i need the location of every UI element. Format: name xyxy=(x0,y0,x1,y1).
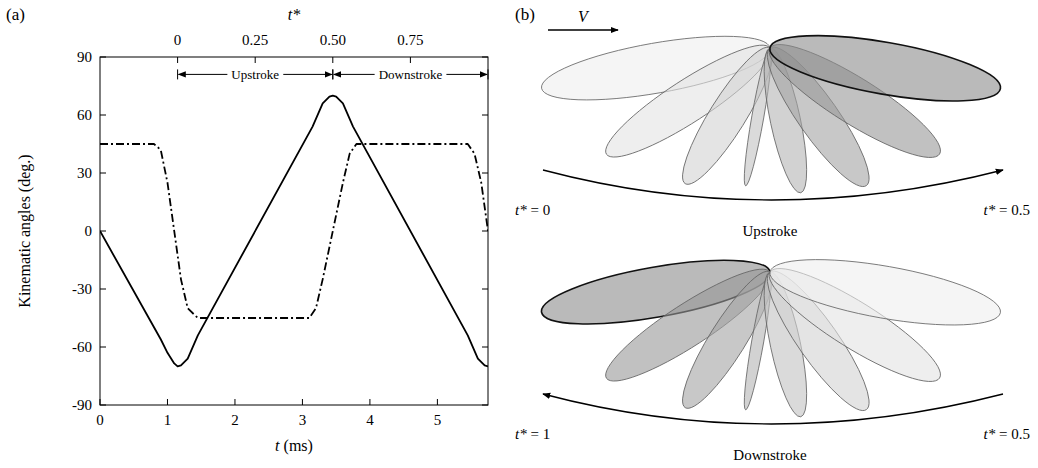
y-tick-label: -30 xyxy=(72,281,92,297)
x-tick xyxy=(100,399,101,405)
figure: (a) -90 -60 -30 0 30 60 90 0 1 2 3 4 5 0 0.25 0.50 0.75 t*… xyxy=(0,0,1038,468)
y-tick-right xyxy=(482,57,488,58)
y-tick-label: -90 xyxy=(72,397,92,413)
top-tick-label: 0.25 xyxy=(242,32,268,48)
y-tick-label: 60 xyxy=(77,107,92,123)
top-tick xyxy=(332,57,333,63)
stroke-path xyxy=(543,394,1003,424)
x-tick xyxy=(437,399,438,405)
x-tick-label: 5 xyxy=(434,412,442,428)
x-tick-label: 2 xyxy=(231,412,239,428)
x-tick-label: 3 xyxy=(299,412,307,428)
annotation-bg xyxy=(375,67,447,82)
y-tick-right xyxy=(482,115,488,116)
x-tick xyxy=(234,399,235,405)
x-tick xyxy=(167,399,168,405)
x-axis-title: t (ms) xyxy=(275,437,313,455)
x-tick-label: 0 xyxy=(96,412,104,428)
phase-label: t* = 0.5 xyxy=(984,202,1030,218)
y-tick-right xyxy=(482,347,488,348)
phase-label: t* = 1 xyxy=(515,426,550,442)
phase-label: t* = 0 xyxy=(515,202,550,218)
y-tick-label: 0 xyxy=(85,223,93,239)
y-tick xyxy=(100,289,106,290)
italic-part: t* xyxy=(984,202,996,218)
view-title: Downstroke xyxy=(733,447,807,463)
text-part: = 1 xyxy=(527,426,550,442)
annotation-end xyxy=(177,69,178,79)
annotations: Upstroke Downstroke xyxy=(178,67,488,82)
italic-part: t* xyxy=(515,426,527,442)
x-tick-label: 4 xyxy=(366,412,374,428)
text-part: = 0 xyxy=(527,202,550,218)
wing-shape xyxy=(765,246,1004,338)
top-tick-label: 0.75 xyxy=(397,32,423,48)
phase-label: t* = 0.5 xyxy=(984,426,1030,442)
series-line xyxy=(100,96,488,367)
top-tick-label: 0.50 xyxy=(320,32,346,48)
y-tick xyxy=(100,115,106,116)
velocity-arrow xyxy=(548,29,618,30)
italic-part: t* xyxy=(515,202,527,218)
italic-part: t* xyxy=(288,6,300,23)
y-tick-right xyxy=(482,289,488,290)
x-tick xyxy=(369,399,370,405)
y-tick-right xyxy=(482,173,488,174)
annotation-text: Upstroke xyxy=(231,67,279,82)
wing-view: t* = 1t* = 0.5Downstroke xyxy=(515,246,1030,463)
series-line xyxy=(100,144,488,318)
top-tick xyxy=(255,57,256,63)
y-tick xyxy=(100,405,106,406)
velocity-label: V xyxy=(578,8,590,25)
wing-view: t* = 0t* = 0.5Upstroke xyxy=(515,22,1030,239)
top-tick xyxy=(177,57,178,63)
y-tick xyxy=(100,57,106,58)
annotation-end xyxy=(488,69,489,79)
annotation-text: Downstroke xyxy=(379,67,443,82)
y-tick xyxy=(100,347,106,348)
wing-shape xyxy=(765,22,1004,114)
x-tick xyxy=(302,399,303,405)
panel-label: (a) xyxy=(6,5,25,24)
text-part: = 0.5 xyxy=(995,202,1030,218)
y-axis-title: Kinematic angles (deg.) xyxy=(16,154,34,307)
italic-part: t* xyxy=(984,426,996,442)
text-part: = 0.5 xyxy=(995,426,1030,442)
annotation-end xyxy=(332,69,333,79)
panel-label: (b) xyxy=(515,5,535,24)
top-axis-title: t* xyxy=(288,6,300,23)
annotation-end xyxy=(332,69,333,79)
y-tick-label: 30 xyxy=(77,165,92,181)
plot-frame xyxy=(100,57,488,405)
annotation-bg xyxy=(227,67,283,82)
x-tick-label: 1 xyxy=(164,412,172,428)
y-tick-label: 90 xyxy=(77,49,92,65)
top-tick-label: 0 xyxy=(174,32,182,48)
y-tick-right xyxy=(482,405,488,406)
view-title: Upstroke xyxy=(743,223,798,239)
axes: -90 -60 -30 0 30 60 90 0 1 2 3 4 5 0 0.25 0.50 0.75 t* t (… xyxy=(16,6,488,455)
stroke-path xyxy=(543,170,1003,200)
y-tick-label: -60 xyxy=(72,339,92,355)
top-tick xyxy=(410,57,411,63)
y-tick xyxy=(100,173,106,174)
text-part: (ms) xyxy=(280,437,313,455)
series-group xyxy=(100,96,488,367)
